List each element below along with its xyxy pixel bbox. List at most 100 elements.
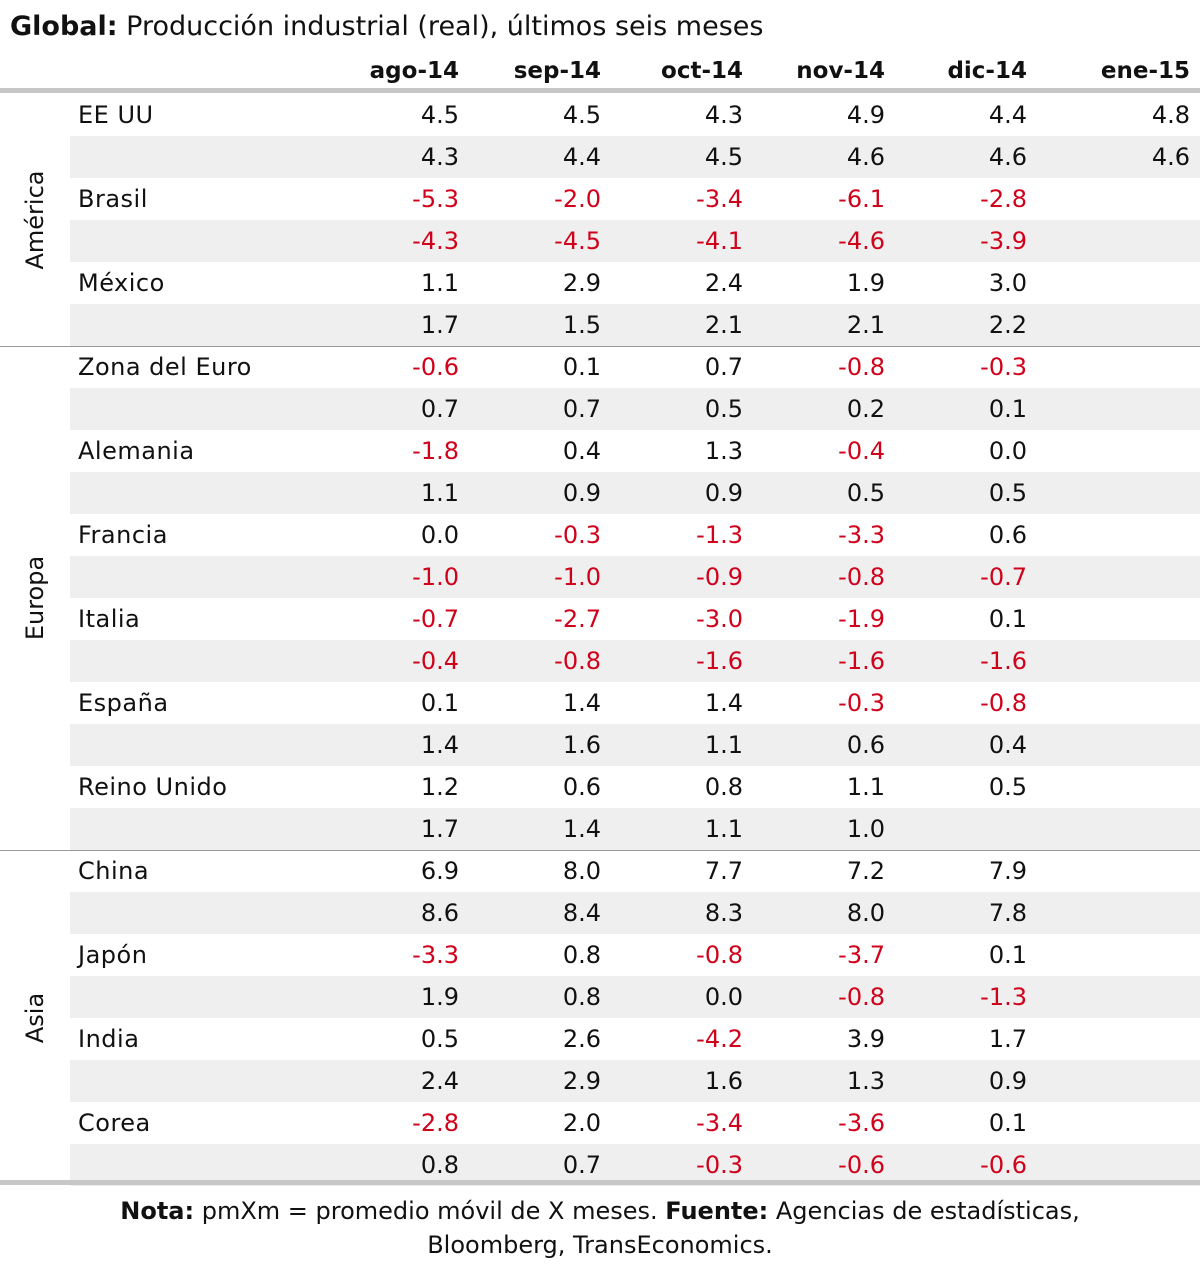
- value-cell: -2.0: [554, 185, 601, 213]
- value-cell: [1060, 640, 1190, 682]
- value-cell: -0.8: [838, 983, 885, 1011]
- value-cell: [1060, 1102, 1190, 1144]
- value-cell: 4.5: [562, 101, 601, 129]
- value-cell: 1.7: [420, 311, 459, 339]
- value-cell: 8.3: [704, 899, 743, 927]
- table-row: Zona del Euro -0.6 0.1 0.7 -0.8 -0.3: [70, 346, 1200, 388]
- value-cell: 0.9: [988, 1067, 1027, 1095]
- value-cell: [1060, 1018, 1190, 1060]
- value-cell: 1.7: [420, 815, 459, 843]
- value-cell: 2.9: [562, 269, 601, 297]
- value-cell: -1.9: [838, 605, 885, 633]
- value-cell: 0.6: [562, 773, 601, 801]
- value-cell: -2.8: [412, 1109, 459, 1137]
- value-cell: 0.8: [562, 983, 601, 1011]
- country-label: España: [78, 689, 169, 717]
- value-cell: 1.1: [704, 815, 743, 843]
- value-cell: -1.0: [412, 563, 459, 591]
- table-row: 8.6 8.4 8.3 8.0 7.8: [70, 892, 1200, 934]
- value-cell: -0.6: [980, 1151, 1027, 1179]
- value-cell: -3.9: [980, 227, 1027, 255]
- value-cell: -1.3: [696, 521, 743, 549]
- value-cell: -4.5: [554, 227, 601, 255]
- value-cell: 1.6: [562, 731, 601, 759]
- value-cell: [1060, 598, 1190, 640]
- value-cell: [1060, 724, 1190, 766]
- value-cell: -4.1: [696, 227, 743, 255]
- country-label: Alemania: [78, 437, 195, 465]
- country-label: Italia: [78, 605, 141, 633]
- value-cell: -3.0: [696, 605, 743, 633]
- value-cell: 0.5: [988, 773, 1027, 801]
- value-cell: 0.4: [562, 437, 601, 465]
- table-title: Global: Producción industrial (real), úl…: [10, 10, 763, 44]
- title-bold: Global:: [10, 11, 118, 42]
- value-cell: -0.9: [696, 563, 743, 591]
- country-label: Zona del Euro: [78, 353, 252, 381]
- value-cell: -2.8: [980, 185, 1027, 213]
- value-cell: 0.6: [988, 521, 1027, 549]
- value-cell: -3.4: [696, 1109, 743, 1137]
- table-row: -4.3 -4.5 -4.1 -4.6 -3.9: [70, 220, 1200, 262]
- value-cell: -0.3: [838, 689, 885, 717]
- value-cell: -0.7: [412, 605, 459, 633]
- value-cell: 4.6: [1151, 143, 1190, 171]
- country-label: Japón: [78, 941, 148, 969]
- value-cell: [1060, 766, 1190, 808]
- column-header: sep-14: [513, 58, 601, 84]
- table-row: 1.7 1.5 2.1 2.1 2.2: [70, 304, 1200, 346]
- value-cell: 0.8: [562, 941, 601, 969]
- value-cell: -0.8: [554, 647, 601, 675]
- value-cell: 0.0: [988, 437, 1027, 465]
- value-cell: 4.3: [420, 143, 459, 171]
- value-cell: 2.1: [704, 311, 743, 339]
- table-row: 1.1 0.9 0.9 0.5 0.5: [70, 472, 1200, 514]
- value-cell: 4.9: [846, 101, 885, 129]
- value-cell: -4.2: [696, 1025, 743, 1053]
- region-separator: [0, 850, 1200, 851]
- value-cell: 1.3: [704, 437, 743, 465]
- value-cell: 0.5: [704, 395, 743, 423]
- value-cell: 2.1: [846, 311, 885, 339]
- value-cell: 1.4: [562, 689, 601, 717]
- value-cell: 0.1: [420, 689, 459, 717]
- value-cell: 0.5: [988, 479, 1027, 507]
- value-cell: 0.1: [988, 605, 1027, 633]
- value-cell: 2.0: [562, 1109, 601, 1137]
- note-label: Nota:: [120, 1197, 195, 1225]
- value-cell: [1060, 220, 1190, 262]
- value-cell: 8.6: [420, 899, 459, 927]
- region-label: Asia: [0, 850, 70, 1186]
- value-cell: 4.5: [704, 143, 743, 171]
- table-row: 4.3 4.4 4.5 4.6 4.6 4.6: [70, 136, 1200, 178]
- table-row: Brasil -5.3 -2.0 -3.4 -6.1 -2.8: [70, 178, 1200, 220]
- value-cell: 7.9: [988, 857, 1027, 885]
- value-cell: 8.0: [562, 857, 601, 885]
- table-row: EE UU 4.5 4.5 4.3 4.9 4.4 4.8: [70, 94, 1200, 136]
- value-cell: -0.3: [696, 1151, 743, 1179]
- value-cell: -0.8: [980, 689, 1027, 717]
- value-cell: 0.9: [704, 479, 743, 507]
- value-cell: 4.6: [988, 143, 1027, 171]
- value-cell: [1060, 976, 1190, 1018]
- value-cell: 0.1: [562, 353, 601, 381]
- region-name: Europa: [21, 555, 49, 641]
- value-cell: -0.8: [838, 563, 885, 591]
- value-cell: 0.7: [704, 353, 743, 381]
- footer-line-2: Bloomberg, TransEconomics.: [427, 1231, 773, 1259]
- value-cell: [1060, 514, 1190, 556]
- country-label: México: [78, 269, 165, 297]
- value-cell: 1.4: [704, 689, 743, 717]
- value-cell: [1060, 682, 1190, 724]
- value-cell: 1.1: [420, 269, 459, 297]
- value-cell: -0.6: [412, 353, 459, 381]
- value-cell: 1.9: [846, 269, 885, 297]
- country-label: India: [78, 1025, 140, 1053]
- value-cell: -0.3: [554, 521, 601, 549]
- column-header: nov-14: [796, 58, 885, 84]
- value-cell: 0.2: [846, 395, 885, 423]
- value-cell: [1060, 178, 1190, 220]
- value-cell: -3.4: [696, 185, 743, 213]
- value-cell: 0.0: [420, 521, 459, 549]
- value-cell: -1.8: [412, 437, 459, 465]
